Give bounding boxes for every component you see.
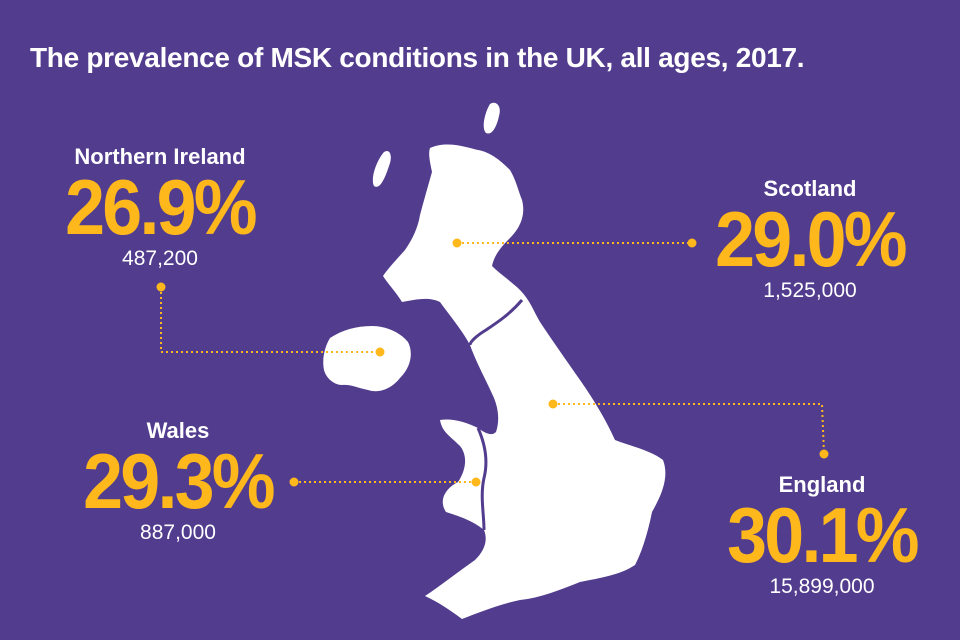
scotland-england-border: [468, 299, 524, 346]
wales-stat: Wales 29.3% 887,000: [58, 418, 298, 544]
northern-ireland-point: [375, 347, 385, 357]
scotland-point: [452, 238, 462, 248]
shetland-island: [483, 102, 500, 134]
england-marker: [819, 449, 829, 459]
scotland-stat: Scotland 29.0% 1,525,000: [690, 176, 930, 302]
northern-ireland-percent: 26.9%: [65, 163, 257, 251]
northern-ireland-landmass: [323, 326, 411, 392]
page-title: The prevalence of MSK conditions in the …: [30, 42, 805, 73]
england-point: [548, 399, 558, 409]
northern-ireland-stat: Northern Ireland 26.9% 487,200: [40, 144, 280, 270]
scotland-label: Scotland: [763, 176, 857, 201]
northern-ireland-marker: [156, 282, 166, 292]
northern-ireland-leader-line: [160, 287, 380, 353]
england-label: England: [778, 472, 866, 497]
wales-percent: 29.3%: [83, 437, 275, 525]
northern-ireland-count: 487,200: [122, 247, 198, 270]
wales-label: Wales: [146, 418, 210, 443]
northern-ireland-label: Northern Ireland: [74, 144, 246, 169]
england-percent: 30.1%: [727, 491, 919, 579]
england-stat: England 30.1% 15,899,000: [702, 472, 942, 598]
england-count: 15,899,000: [769, 575, 875, 598]
outer-hebrides-island: [372, 150, 391, 187]
great-britain-landmass: [383, 144, 666, 620]
wales-marker: [289, 477, 299, 487]
wales-england-border: [476, 427, 488, 531]
scotland-count: 1,525,000: [763, 279, 857, 302]
scotland-marker: [687, 238, 697, 248]
wales-point: [471, 477, 481, 487]
scotland-percent: 29.0%: [715, 195, 907, 283]
wales-count: 887,000: [140, 521, 216, 544]
